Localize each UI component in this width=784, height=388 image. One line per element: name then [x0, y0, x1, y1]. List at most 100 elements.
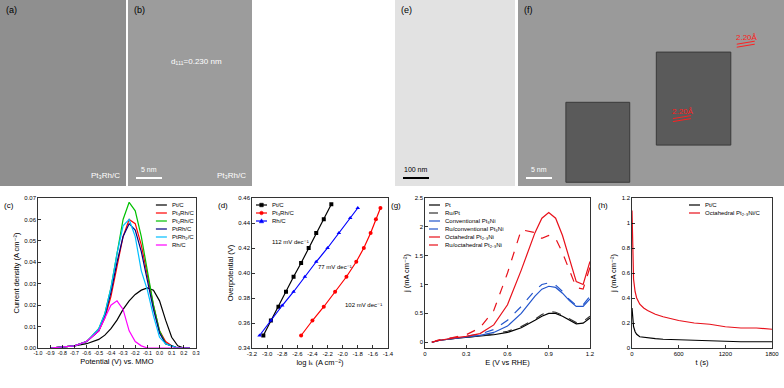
svg-text:0: 0 — [630, 351, 634, 357]
svg-text:-0.5: -0.5 — [94, 350, 103, 356]
svg-text:2: 2 — [420, 224, 424, 230]
svg-text:1.2: 1.2 — [622, 195, 631, 201]
svg-text:77 mV dec⁻¹: 77 mV dec⁻¹ — [318, 264, 352, 270]
svg-text:0.38: 0.38 — [238, 295, 250, 301]
svg-text:1800: 1800 — [765, 351, 779, 357]
svg-text:102 mV dec⁻¹: 102 mV dec⁻¹ — [345, 302, 382, 308]
svg-text:0.5: 0.5 — [415, 310, 424, 316]
svg-text:0.42: 0.42 — [238, 245, 250, 251]
svg-text:(d): (d) — [218, 201, 228, 210]
svg-text:0.3: 0.3 — [462, 351, 471, 357]
svg-text:(h): (h) — [598, 201, 608, 210]
svg-text:0.4: 0.4 — [622, 295, 631, 301]
svg-text:1.5: 1.5 — [415, 253, 424, 259]
svg-text:Rh/C: Rh/C — [272, 218, 286, 224]
svg-text:1.2: 1.2 — [586, 351, 595, 357]
svg-text:PtRh/C: PtRh/C — [172, 226, 192, 232]
svg-text:(b): (b) — [134, 5, 145, 15]
svg-text:Pt₃Rh/C: Pt₃Rh/C — [172, 210, 194, 216]
svg-text:0.0: 0.0 — [156, 350, 163, 356]
svg-text:-2.8: -2.8 — [277, 351, 288, 357]
svg-text:1: 1 — [627, 220, 631, 226]
svg-text:Pt₂Rh/C: Pt₂Rh/C — [172, 218, 194, 224]
svg-text:Pt: Pt — [445, 202, 451, 208]
svg-text:0.6: 0.6 — [622, 270, 631, 276]
svg-text:-0.4: -0.4 — [106, 350, 115, 356]
svg-text:-3.2: -3.2 — [247, 351, 258, 357]
svg-text:j (mA cm⁻²): j (mA cm⁻²) — [402, 253, 411, 293]
svg-text:-2.2: -2.2 — [322, 351, 333, 357]
svg-text:0.07: 0.07 — [24, 195, 36, 201]
svg-text:-2.6: -2.6 — [292, 351, 303, 357]
svg-text:Pt/C: Pt/C — [272, 202, 284, 208]
svg-text:0.03: 0.03 — [24, 281, 36, 287]
svg-text:0.6: 0.6 — [503, 351, 512, 357]
svg-text:Pt₃Rh/C: Pt₃Rh/C — [272, 210, 294, 216]
svg-text:-1.4: -1.4 — [383, 351, 394, 357]
svg-text:Octahedral Pt₂.₃Ni/C: Octahedral Pt₂.₃Ni/C — [705, 210, 760, 216]
svg-text:Rh/C: Rh/C — [172, 242, 186, 248]
svg-text:0.02: 0.02 — [24, 302, 36, 308]
svg-text:Pt/C: Pt/C — [172, 202, 184, 208]
svg-text:0.06: 0.06 — [24, 217, 36, 223]
svg-text:2.20Å: 2.20Å — [736, 33, 758, 42]
svg-text:PtRh₂/C: PtRh₂/C — [172, 234, 194, 240]
svg-text:0.04: 0.04 — [24, 259, 36, 265]
svg-text:Octahedral Pt₂.₃Ni: Octahedral Pt₂.₃Ni — [445, 234, 494, 240]
svg-text:0: 0 — [627, 345, 631, 351]
svg-text:-2.0: -2.0 — [337, 351, 348, 357]
svg-text:E (V vs RHE): E (V vs RHE) — [485, 358, 530, 367]
svg-text:112 mV dec⁻¹: 112 mV dec⁻¹ — [272, 239, 309, 245]
svg-text:Current density (A cm⁻²): Current density (A cm⁻²) — [12, 232, 21, 314]
svg-text:-0.6: -0.6 — [82, 350, 91, 356]
svg-text:-0.9: -0.9 — [46, 350, 55, 356]
svg-text:Pt₃Rh/C: Pt₃Rh/C — [91, 171, 120, 180]
svg-text:0.44: 0.44 — [238, 220, 250, 226]
svg-text:-3.0: -3.0 — [262, 351, 273, 357]
svg-text:-0.3: -0.3 — [119, 350, 128, 356]
svg-text:Potential (V) vs. MMO: Potential (V) vs. MMO — [80, 357, 154, 366]
svg-text:0.40: 0.40 — [238, 270, 250, 276]
svg-text:-0.2: -0.2 — [131, 350, 140, 356]
svg-text:log iₖ (A cm⁻²): log iₖ (A cm⁻²) — [296, 358, 344, 367]
svg-text:-1.6: -1.6 — [368, 351, 379, 357]
svg-text:0.3: 0.3 — [192, 350, 199, 356]
svg-text:0.8: 0.8 — [622, 245, 631, 251]
svg-text:1200: 1200 — [719, 351, 733, 357]
svg-text:0.46: 0.46 — [238, 195, 250, 201]
svg-text:5 nm: 5 nm — [531, 166, 547, 173]
svg-text:-1.8: -1.8 — [353, 351, 364, 357]
svg-text:(c): (c) — [4, 201, 14, 210]
svg-text:Conventional Pt₃Ni: Conventional Pt₃Ni — [445, 218, 495, 224]
svg-text:100 nm: 100 nm — [404, 166, 428, 173]
svg-text:0.05: 0.05 — [24, 238, 36, 244]
svg-text:2.20Å: 2.20Å — [672, 107, 694, 116]
svg-text:(g): (g) — [391, 201, 401, 210]
svg-text:Ru/conventional Pt₃Ni: Ru/conventional Pt₃Ni — [445, 226, 503, 232]
svg-text:0.2: 0.2 — [180, 350, 187, 356]
svg-text:Ru/Pt: Ru/Pt — [445, 210, 460, 216]
svg-text:0.01: 0.01 — [24, 324, 36, 330]
svg-text:Ru/octahedral Pt₂.₃Ni: Ru/octahedral Pt₂.₃Ni — [445, 242, 502, 248]
svg-text:0.00: 0.00 — [24, 345, 36, 351]
svg-text:600: 600 — [674, 351, 685, 357]
svg-text:(a): (a) — [6, 5, 17, 15]
svg-text:d₁₁₁=0.230 nm: d₁₁₁=0.230 nm — [171, 57, 222, 66]
svg-text:Pt₃Rh/C: Pt₃Rh/C — [217, 171, 246, 180]
svg-text:-1.0: -1.0 — [34, 350, 43, 356]
svg-text:0.34: 0.34 — [238, 345, 250, 351]
svg-text:1: 1 — [420, 282, 424, 288]
svg-text:5 nm: 5 nm — [141, 166, 157, 173]
svg-text:0: 0 — [423, 351, 427, 357]
svg-text:(e): (e) — [401, 5, 412, 15]
svg-text:0.1: 0.1 — [168, 350, 175, 356]
svg-text:0: 0 — [420, 339, 424, 345]
svg-text:-0.1: -0.1 — [143, 350, 152, 356]
svg-text:t (s): t (s) — [696, 358, 709, 367]
svg-text:Pt/C: Pt/C — [705, 202, 717, 208]
svg-text:(f): (f) — [524, 5, 533, 15]
svg-text:0.2: 0.2 — [622, 320, 631, 326]
svg-text:-0.7: -0.7 — [70, 350, 79, 356]
svg-text:0.9: 0.9 — [545, 351, 554, 357]
svg-text:j (mA cm⁻²): j (mA cm⁻²) — [609, 253, 618, 293]
